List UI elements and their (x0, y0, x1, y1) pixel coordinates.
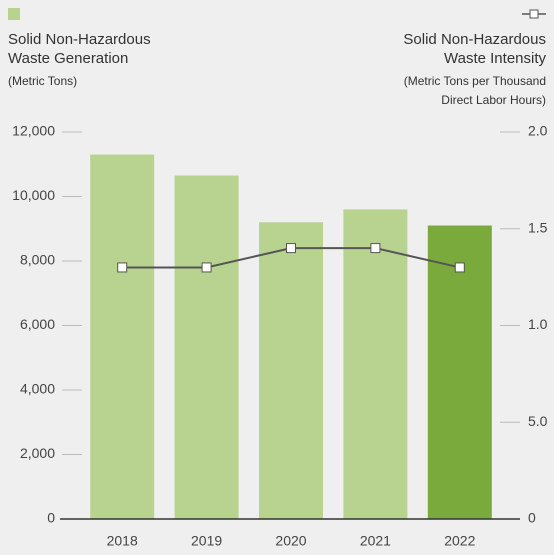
bar (90, 154, 155, 519)
line-marker (370, 243, 381, 254)
bar (427, 225, 492, 519)
y-tick-label: 10,000 (12, 187, 55, 203)
y-tick-label: 4,000 (20, 381, 55, 397)
y2-tick-label: 2.0 (528, 123, 548, 139)
y2-tick-label: 1.5 (528, 219, 548, 235)
y-tick-label: 12,000 (12, 123, 55, 139)
x-tick-label: 2022 (444, 533, 475, 549)
y-tick-label: 2,000 (20, 445, 55, 461)
bar (259, 222, 323, 520)
x-tick-label: 2020 (275, 533, 306, 549)
x-tick-label: 2021 (360, 533, 391, 549)
legend-label: Waste Intensity (444, 50, 546, 67)
legend-label: Waste Generation (8, 50, 128, 67)
y2-tick-label: 0 (528, 510, 536, 526)
y-tick-label: 6,000 (20, 316, 55, 332)
y2-tick-label: 5.0 (528, 413, 548, 429)
bar (343, 209, 408, 519)
x-tick-label: 2018 (107, 533, 138, 549)
bar (174, 175, 239, 519)
legend-swatch (8, 8, 20, 20)
legend-label: Solid Non-Hazardous (8, 31, 151, 48)
x-tick-label: 2019 (191, 533, 222, 549)
line-marker (454, 262, 465, 273)
legend-label: Solid Non-Hazardous (403, 31, 546, 48)
line-marker (201, 262, 212, 273)
axis-subtitle: (Metric Tons per Thousand (404, 74, 546, 88)
y-tick-label: 8,000 (20, 252, 55, 268)
y-tick-label: 0 (47, 510, 55, 526)
axis-subtitle: Direct Labor Hours) (441, 93, 546, 107)
axis-subtitle: (Metric Tons) (8, 74, 77, 88)
line-marker (286, 243, 296, 254)
legend-marker (529, 9, 539, 19)
line-marker (117, 262, 128, 273)
y2-tick-label: 1.0 (528, 316, 548, 332)
